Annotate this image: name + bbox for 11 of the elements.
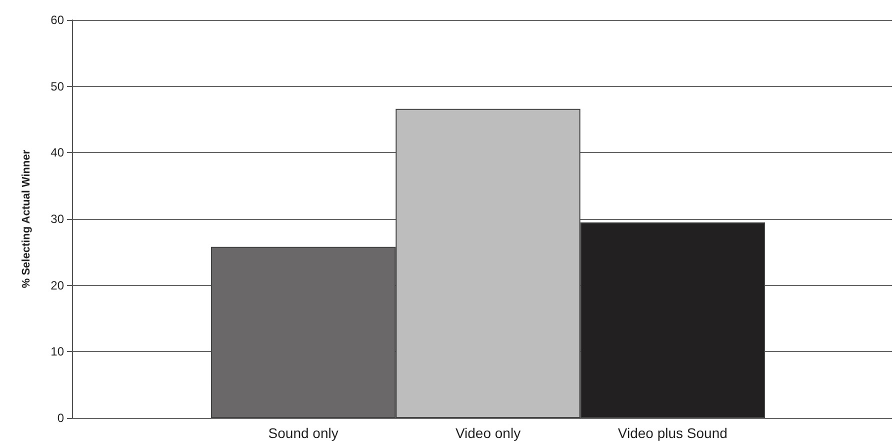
y-tick-label: 30 bbox=[50, 212, 64, 226]
x-tick-label: Sound only bbox=[268, 425, 338, 441]
x-tick-label: Video only bbox=[455, 425, 521, 441]
y-tick-label: 20 bbox=[50, 278, 64, 292]
x-tick-label: Video plus Sound bbox=[618, 425, 728, 441]
y-axis-title: % Selecting Actual Winner bbox=[20, 149, 32, 288]
y-tick-label: 50 bbox=[50, 79, 64, 94]
y-tick-label: 40 bbox=[50, 146, 64, 160]
y-tick-label: 10 bbox=[50, 344, 64, 359]
y-tick-label: 0 bbox=[57, 411, 64, 425]
y-tick-label: 60 bbox=[50, 13, 64, 27]
